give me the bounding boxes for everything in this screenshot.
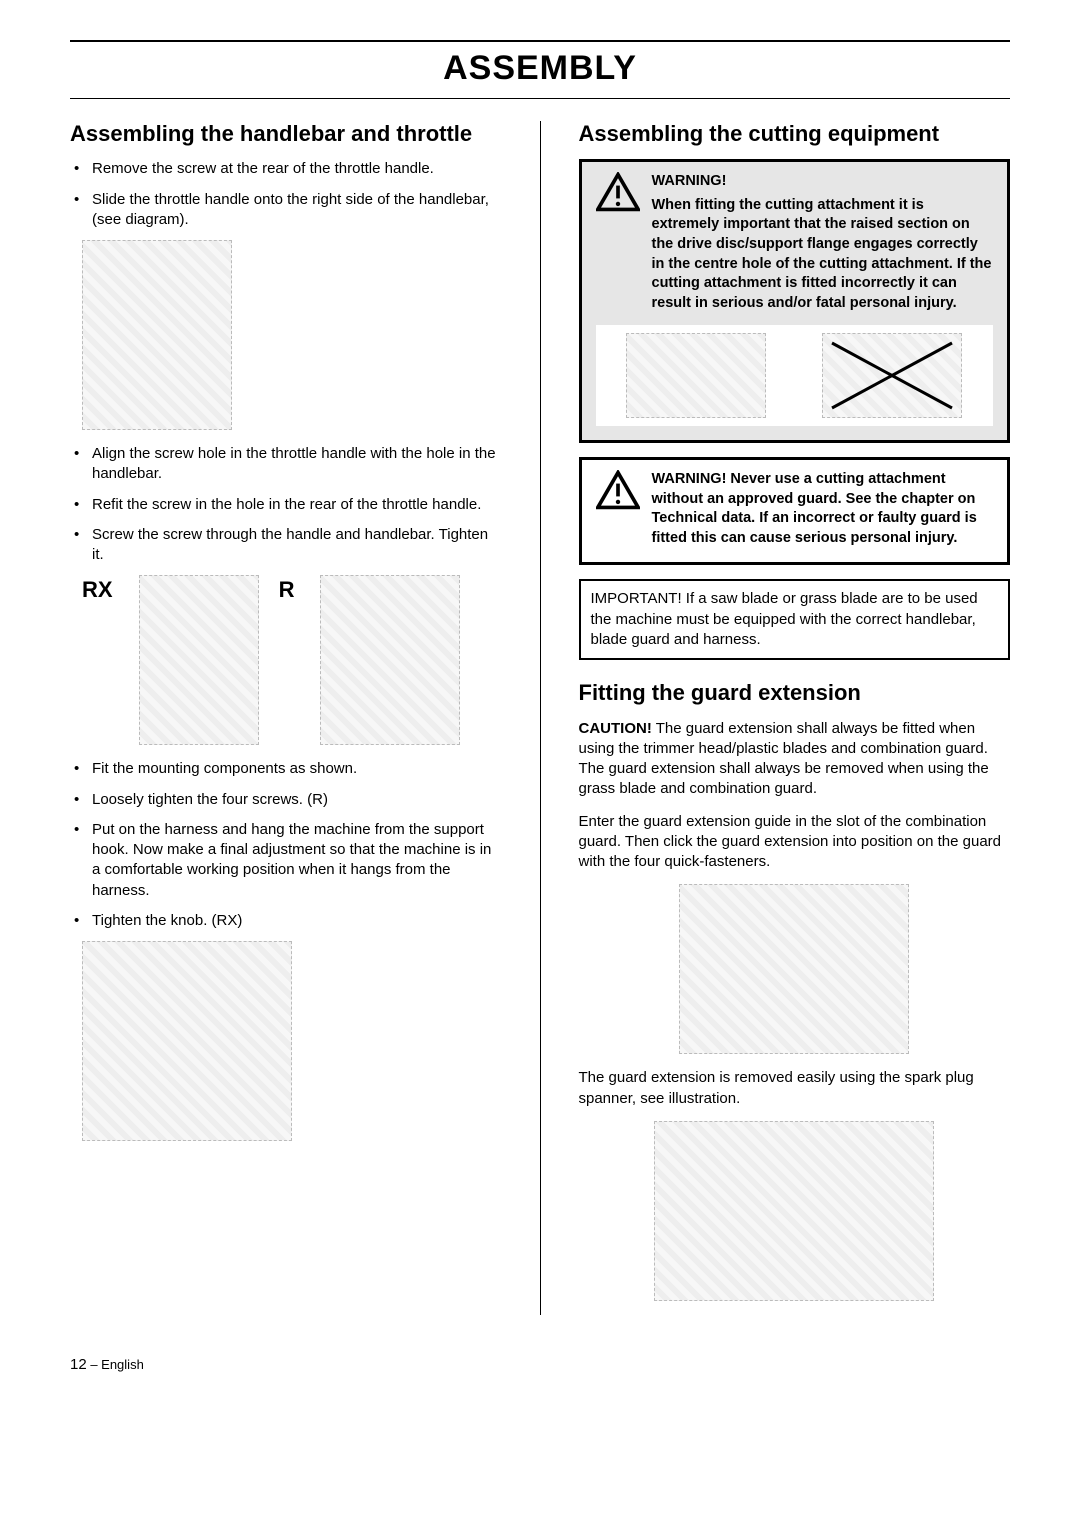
- page-number: 12: [70, 1356, 87, 1373]
- warning-title: WARNING!: [652, 172, 994, 192]
- caution-paragraph: CAUTION! The guard extension shall alway…: [579, 719, 1011, 800]
- caution-label: CAUTION!: [579, 720, 652, 737]
- list-item: Remove the screw at the rear of the thro…: [92, 159, 502, 179]
- warning-inner-figure: [596, 325, 994, 426]
- left-column: Assembling the handlebar and throttle Re…: [70, 121, 502, 1315]
- title-underline: [70, 98, 1010, 99]
- diagram-operator-icon: [82, 941, 292, 1141]
- content-columns: Assembling the handlebar and throttle Re…: [70, 121, 1010, 1315]
- column-divider: [540, 121, 541, 1315]
- list-item: Tighten the knob. (RX): [92, 911, 502, 931]
- figure-guard-fit: [579, 884, 1011, 1054]
- heading-guard-extension: Fitting the guard extension: [579, 680, 1011, 706]
- warning-body: WARNING! Never use a cutting attachment …: [652, 470, 994, 548]
- bullets-group-1: Remove the screw at the rear of the thro…: [70, 159, 502, 230]
- diagram-r-icon: [320, 575, 460, 745]
- cross-out-icon: [822, 333, 962, 418]
- bullets-group-2: Align the screw hole in the throttle han…: [70, 444, 502, 565]
- heading-cutting-equipment: Assembling the cutting equipment: [579, 121, 1011, 147]
- diagram-correct-fit-icon: [626, 333, 766, 418]
- heading-handlebar: Assembling the handlebar and throttle: [70, 121, 502, 147]
- list-item: Refit the screw in the hole in the rear …: [92, 495, 502, 515]
- footer-language: English: [101, 1357, 144, 1372]
- list-item: Fit the mounting components as shown.: [92, 759, 502, 779]
- warning-triangle-icon: [596, 172, 640, 313]
- label-r: R: [279, 575, 295, 605]
- top-rule: [70, 40, 1010, 42]
- footer-separator: –: [90, 1357, 101, 1372]
- diagram-guard-remove-icon: [654, 1121, 934, 1301]
- diagram-guard-fit-icon: [679, 884, 909, 1054]
- warning-text: WARNING! When fitting the cutting attach…: [652, 172, 994, 313]
- paragraph-enter-guide: Enter the guard extension guide in the s…: [579, 812, 1011, 873]
- page-footer: 12 – English: [70, 1355, 1010, 1375]
- page-title: ASSEMBLY: [70, 44, 1010, 98]
- figure-guard-remove: [579, 1121, 1011, 1301]
- warning-box-fitting: WARNING! When fitting the cutting attach…: [579, 159, 1011, 443]
- figure-rx-r: RX R: [82, 575, 502, 745]
- figure-throttle-slide: [82, 240, 502, 430]
- diagram-rx-icon: [139, 575, 259, 745]
- figure-operator: [82, 941, 502, 1141]
- bullets-group-3: Fit the mounting components as shown. Lo…: [70, 759, 502, 931]
- list-item: Put on the harness and hang the machine …: [92, 820, 502, 901]
- warning-triangle-icon: [596, 470, 640, 548]
- label-rx: RX: [82, 575, 113, 605]
- important-box: IMPORTANT! If a saw blade or grass blade…: [579, 579, 1011, 660]
- warning-body: When fitting the cutting attachment it i…: [652, 197, 992, 311]
- paragraph-remove-guard: The guard extension is removed easily us…: [579, 1068, 1011, 1109]
- diagram-throttle-icon: [82, 240, 232, 430]
- list-item: Align the screw hole in the throttle han…: [92, 444, 502, 485]
- right-column: Assembling the cutting equipment WARNING…: [579, 121, 1011, 1315]
- list-item: Screw the screw through the handle and h…: [92, 525, 502, 566]
- list-item: Slide the throttle handle onto the right…: [92, 190, 502, 231]
- warning-box-guard: WARNING! Never use a cutting attachment …: [579, 457, 1011, 565]
- list-item: Loosely tighten the four screws. (R): [92, 790, 502, 810]
